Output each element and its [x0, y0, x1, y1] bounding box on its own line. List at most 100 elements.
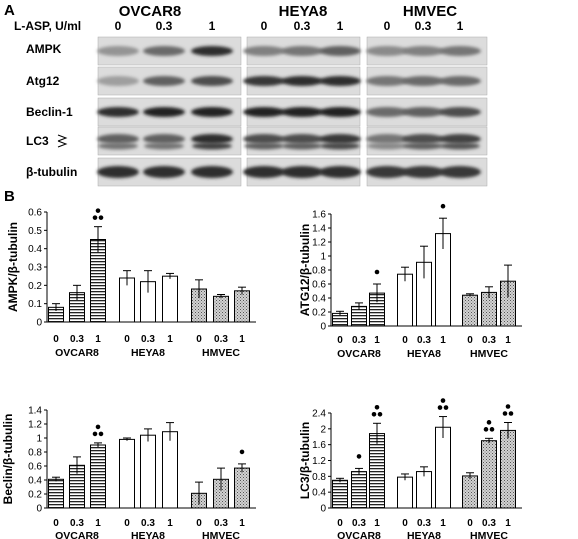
dose-tick-2-1-0: 0 — [124, 518, 130, 529]
blot-band-4-0-2 — [191, 166, 233, 178]
group-label-1-0: OVCAR8 — [337, 348, 381, 360]
dose-tick-2-2-2: 1 — [239, 518, 245, 529]
blot-band-1-2-0 — [366, 76, 408, 86]
protein-label-1: Atg12 — [26, 74, 60, 88]
sig-dot-2-0-2-b — [98, 431, 104, 437]
dose-tick-3-0-0: 0 — [337, 518, 343, 529]
blot-band-1-0-1 — [143, 76, 185, 86]
bar-3-2-2 — [500, 429, 516, 509]
sig-dot-3-2-1-a — [483, 427, 489, 432]
blot-band-2-2-2 — [439, 107, 481, 117]
y-tick-label-3-4: 1.6 — [312, 440, 326, 451]
sig-dot-1-0-2-0 — [374, 269, 380, 275]
y-tick-label-0-6: 0.6 — [28, 208, 42, 219]
bar-2-0-0 — [48, 478, 64, 509]
dose-tick-2-0-2: 1 — [95, 518, 101, 529]
bar-1-2-0 — [462, 294, 478, 327]
group-label-1-2: HMVEC — [470, 348, 508, 360]
sig-dot-3-1-2-0 — [440, 398, 446, 403]
sig-dot-3-0-2-a — [371, 411, 377, 417]
y-axis-label-1: ATG12/β-tubulin — [298, 224, 312, 316]
sig-dot-3-0-1-0 — [356, 454, 362, 459]
blot-band-1-1-2 — [319, 76, 361, 86]
y-axis-label-0: AMPK/β-tubulin — [6, 222, 20, 312]
dose-tick-3-1-0: 0 — [402, 518, 408, 529]
y-tick-label-1-1: 0.2 — [312, 308, 326, 319]
blot-band-lower-0-0 — [98, 142, 138, 150]
y-tick-label-2-3: 0.6 — [28, 462, 42, 473]
bar-3-1-0 — [397, 476, 413, 509]
dose-tick-0-2-0: 0 — [196, 334, 202, 345]
blot-band-3-1-2 — [319, 134, 361, 144]
y-tick-label-2-7: 1.4 — [28, 406, 42, 417]
y-tick-label-0-5: 0.5 — [28, 226, 42, 237]
dose-tick-0-1-2: 1 — [167, 334, 173, 345]
blot-band-2-2-1 — [402, 107, 444, 117]
sig-dot-0-0-2-b — [98, 215, 104, 220]
y-tick-label-1-5: 1 — [320, 252, 326, 263]
dose-1-0: 0 — [261, 19, 268, 33]
bar-2-1-2 — [162, 431, 178, 509]
sig-dot-3-2-2-b — [508, 411, 514, 416]
y-tick-label-0-0: 0 — [36, 318, 42, 329]
blot-band-1-1-1 — [281, 76, 323, 86]
blot-band-2-0-1 — [143, 107, 185, 117]
dose-tick-2-1-2: 1 — [167, 518, 173, 529]
blot-band-0-1-2 — [319, 46, 361, 56]
dose-tick-1-0-2: 1 — [374, 335, 380, 346]
dose-tick-3-2-1: 0.3 — [482, 518, 496, 529]
blot-band-0-2-1 — [402, 46, 444, 56]
blot-band-0-2-2 — [439, 46, 481, 56]
dose-tick-0-0-0: 0 — [53, 334, 59, 345]
blot-band-1-0-0 — [97, 76, 139, 86]
bar-3-1-1 — [416, 471, 432, 509]
bar-3-0-1 — [351, 471, 367, 509]
blot-band-3-1-1 — [281, 134, 323, 144]
blot-band-3-0-2 — [191, 134, 233, 144]
blot-band-lower-2-0 — [367, 142, 407, 150]
dose-0-1: 0.3 — [156, 19, 173, 33]
dose-0-2: 1 — [209, 19, 216, 33]
blot-band-4-1-1 — [281, 166, 323, 178]
sig-dot-1-1-2-0 — [440, 203, 446, 209]
dose-tick-0-2-1: 0.3 — [214, 334, 228, 345]
blot-band-1-1-0 — [243, 76, 285, 86]
lc3-band-arrows — [57, 134, 68, 148]
blot-band-3-2-2 — [439, 134, 481, 144]
blot-band-lower-2-1 — [403, 142, 443, 150]
y-tick-label-2-2: 0.4 — [28, 476, 42, 487]
sig-dot-3-1-2-b — [443, 405, 449, 410]
sig-dot-0-0-2-a — [92, 215, 98, 220]
bar-3-2-1 — [481, 440, 497, 509]
y-tick-label-2-6: 1.2 — [28, 420, 42, 431]
y-tick-label-1-3: 0.6 — [312, 280, 326, 291]
blot-band-1-2-1 — [402, 76, 444, 86]
dose-tick-1-2-0: 0 — [467, 335, 473, 346]
sig-dot-3-2-2-a — [502, 411, 508, 416]
bar-1-1-0 — [397, 273, 413, 327]
y-tick-label-0-4: 0.4 — [28, 244, 42, 255]
y-tick-label-1-4: 0.8 — [312, 266, 326, 277]
dose-tick-3-2-2: 1 — [505, 518, 511, 529]
dose-tick-3-1-2: 1 — [440, 518, 446, 529]
blot-band-lower-1-2 — [320, 142, 360, 150]
dose-tick-1-1-2: 1 — [440, 335, 446, 346]
blot-band-4-0-0 — [97, 166, 139, 178]
sig-dot-3-2-1-0 — [486, 420, 492, 425]
y-axis-label-3: LC3/β-tubulin — [298, 422, 312, 499]
sig-dot-3-2-2-0 — [505, 404, 511, 409]
dose-label: L-ASP, U/ml — [14, 19, 81, 33]
bar-chart-2: 0 0.2 0.4 0.6 0.8 1 1.2 1.4 Beclin/β-tubulin 0 0.3… — [1, 406, 256, 539]
blot-band-0-0-2 — [191, 46, 233, 56]
blot-band-4-1-0 — [243, 166, 285, 178]
y-tick-label-2-1: 0.2 — [28, 490, 42, 501]
y-tick-label-1-6: 1.2 — [312, 238, 326, 249]
y-tick-label-0-3: 0.3 — [28, 263, 42, 274]
protein-label-4: β-tubulin — [26, 165, 77, 179]
dose-tick-1-1-1: 0.3 — [417, 335, 431, 346]
y-axis-label-2: Beclin/β-tubulin — [1, 414, 15, 505]
y-tick-label-3-2: 0.8 — [312, 472, 326, 483]
blot-band-lower-2-2 — [440, 142, 480, 150]
dose-tick-2-2-1: 0.3 — [214, 518, 228, 529]
